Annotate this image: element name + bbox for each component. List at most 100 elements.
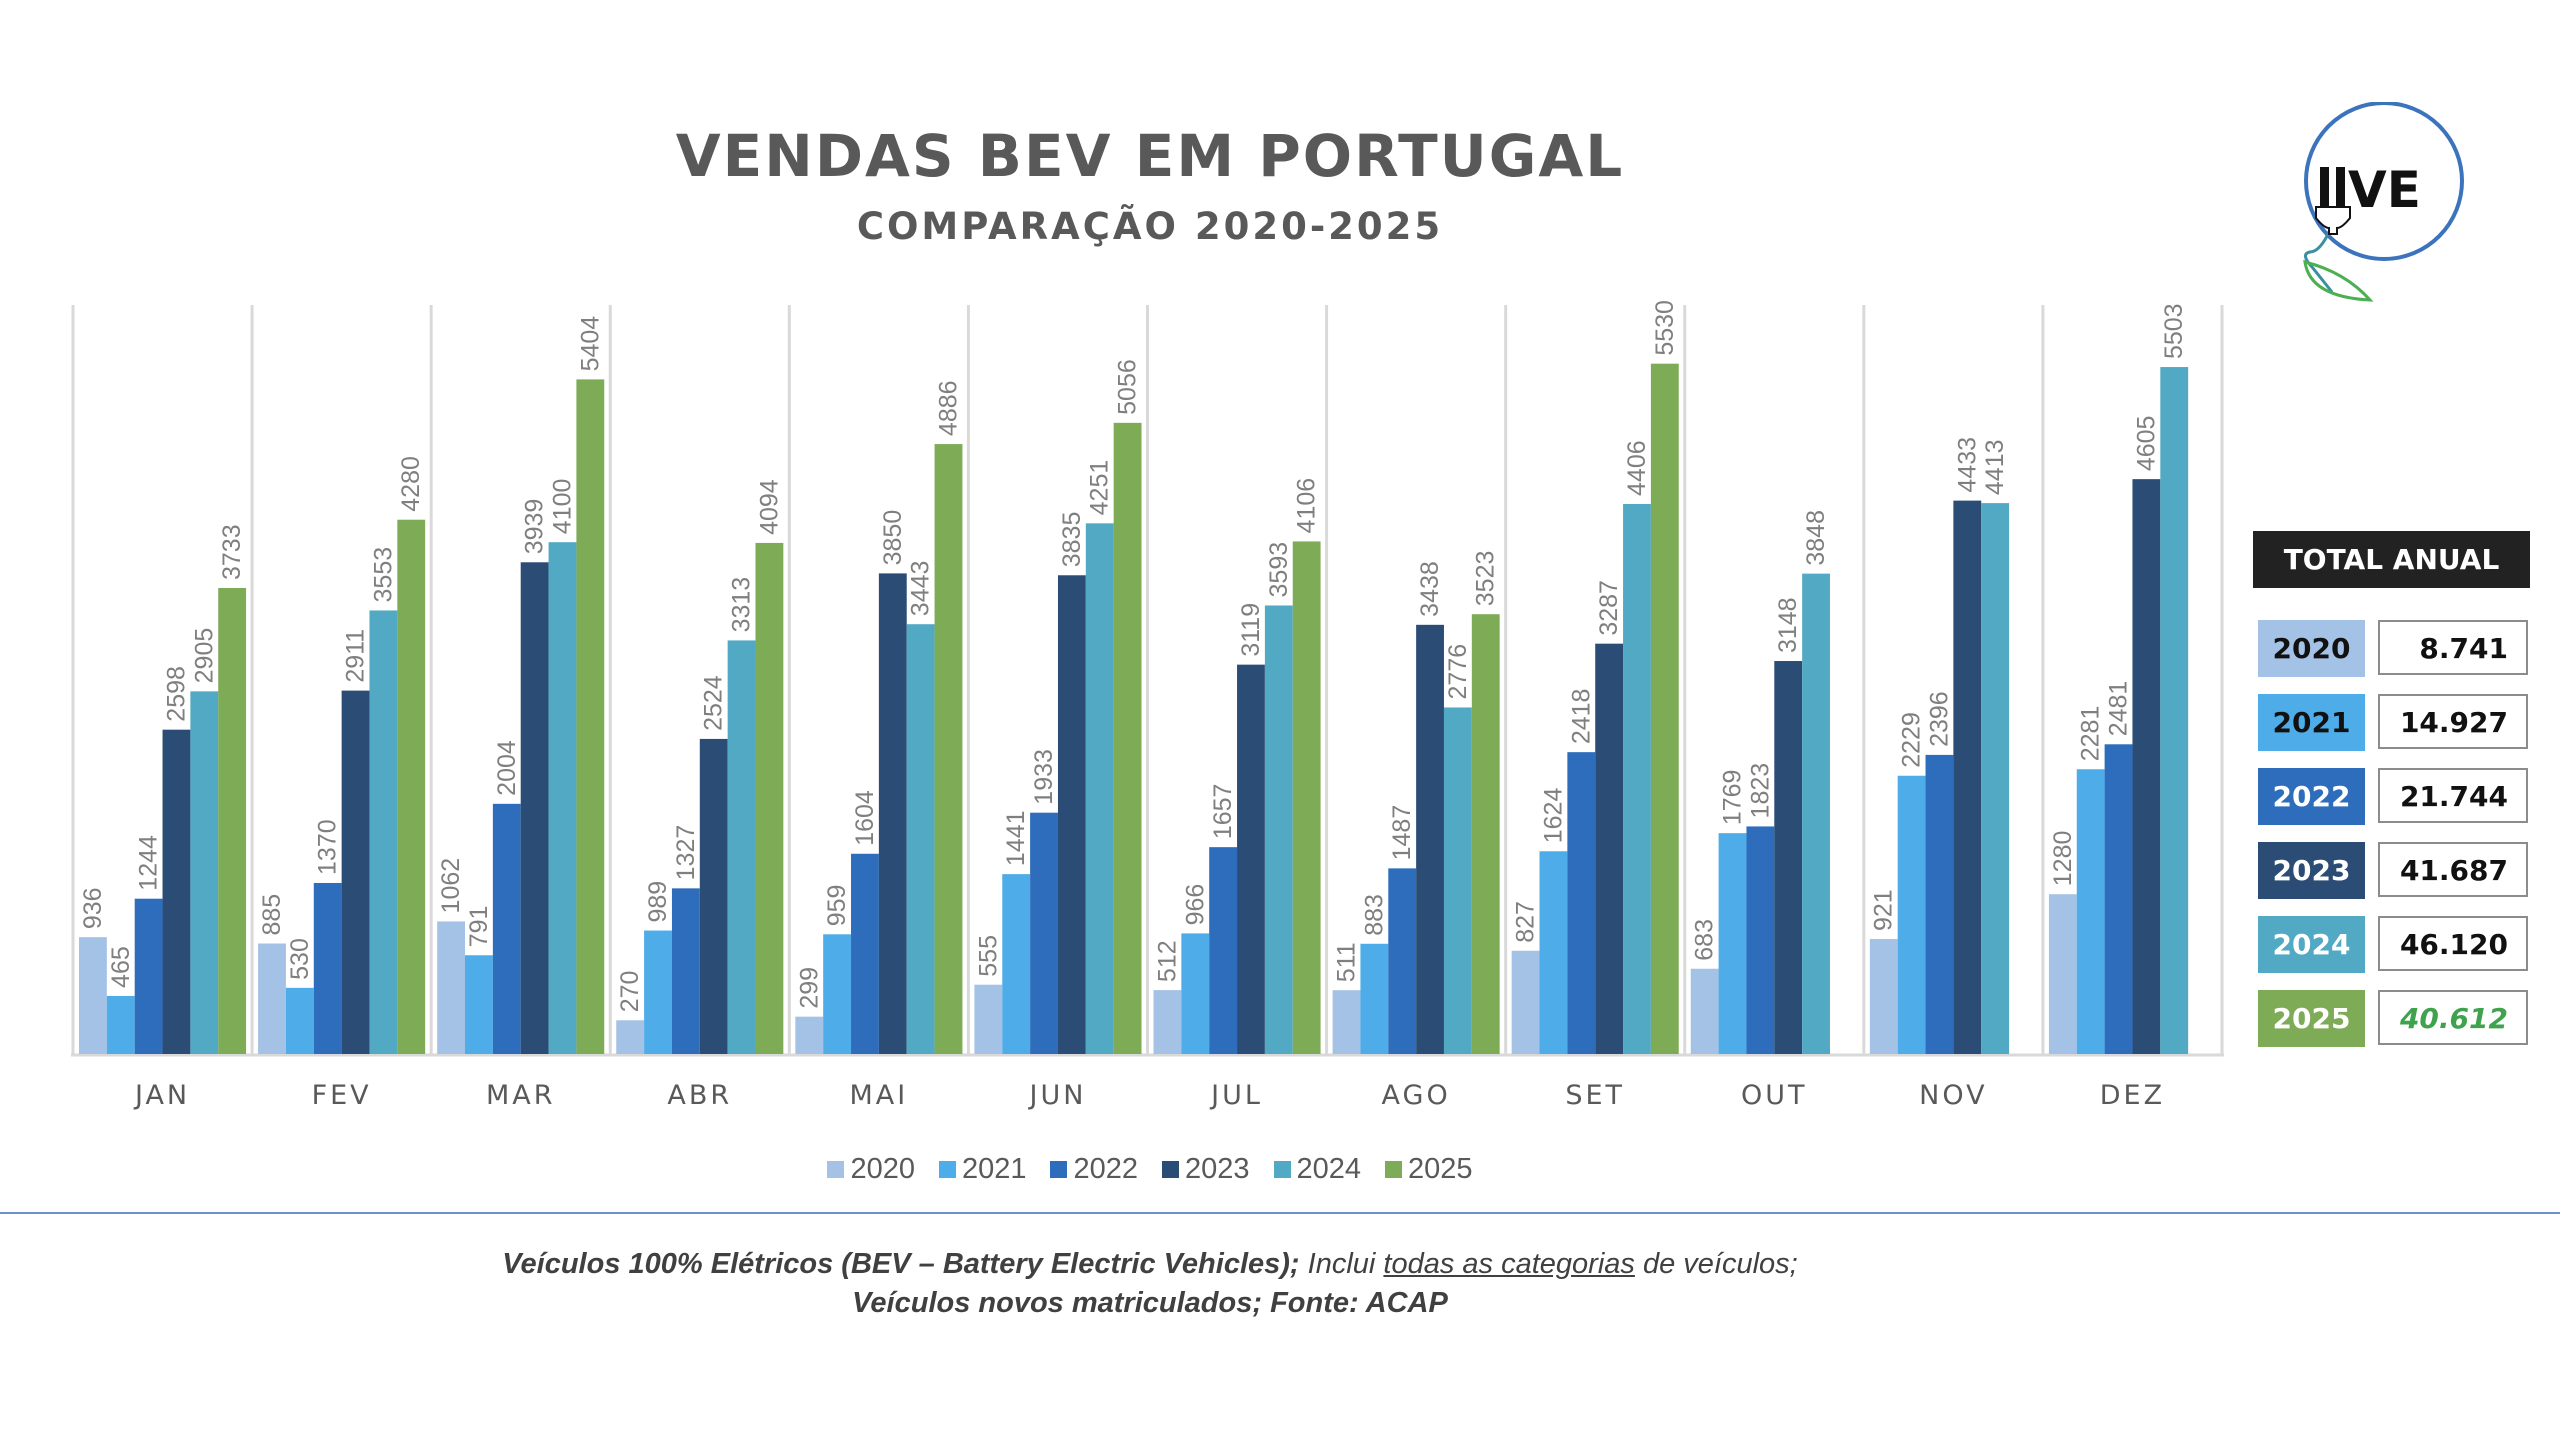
year-chip: 2020 — [2258, 620, 2365, 677]
bar-2021-fev — [285, 987, 314, 1054]
annual-total-value: 41.687 — [2378, 842, 2528, 897]
bar-2023-dez — [2132, 479, 2161, 1055]
bar-2024-mai — [906, 624, 935, 1054]
data-label: 1441 — [1002, 810, 1030, 866]
data-label: 270 — [616, 971, 644, 1013]
chart-legend: 2020 2021 2022 2023 2024 2025 — [0, 1153, 2300, 1186]
data-label: 3523 — [1472, 551, 1500, 607]
data-label: 4100 — [548, 479, 576, 535]
data-label: 4886 — [934, 380, 962, 436]
data-label: 555 — [974, 935, 1002, 977]
data-label: 1244 — [135, 835, 163, 891]
logo-ring-icon — [2304, 102, 2464, 261]
annual-total-value: 21.744 — [2378, 768, 2528, 823]
bar-2025-fev — [397, 519, 426, 1054]
data-label: 1823 — [1746, 763, 1774, 819]
bar-2022-abr — [671, 888, 700, 1054]
bar-2022-ago — [1388, 868, 1417, 1054]
bar-2025-jul — [1292, 541, 1321, 1054]
legend-swatch — [1273, 1161, 1291, 1178]
bar-2024-dez — [2160, 367, 2189, 1054]
x-tick-label: ABR — [667, 1080, 732, 1111]
totals-row-2021: 2021 14.927 — [2253, 678, 2530, 752]
data-label: 959 — [823, 885, 851, 927]
data-label: 936 — [79, 887, 107, 929]
bar-2021-abr — [644, 930, 672, 1054]
data-label: 3313 — [728, 577, 756, 633]
chart-subtitle: COMPARAÇÃO 2020-2025 — [856, 205, 1444, 248]
annual-total-value: 40.612 — [2378, 990, 2528, 1045]
data-label: 4251 — [1086, 460, 1114, 516]
footnote-source: Veículos novos matriculados; Fonte: ACAP — [852, 1287, 1448, 1319]
legend-item-2023: 2023 — [1162, 1153, 1250, 1186]
data-label: 3939 — [521, 499, 549, 555]
data-label: 4106 — [1293, 478, 1321, 534]
data-label: 1327 — [672, 825, 700, 881]
bar-2021-jul — [1181, 933, 1210, 1054]
data-label: 883 — [1360, 894, 1388, 936]
leaf-icon — [2303, 260, 2374, 302]
bar-2025-ago — [1471, 614, 1500, 1054]
bar-2023-mar — [520, 562, 549, 1054]
legend-label: 2020 — [850, 1153, 915, 1185]
bar-2025-mai — [934, 444, 963, 1054]
data-label: 5056 — [1114, 359, 1142, 415]
bar-2020-jan — [79, 937, 107, 1054]
bar-2021-ago — [1360, 943, 1389, 1054]
data-label: 2229 — [1898, 712, 1926, 768]
data-label: 4406 — [1623, 440, 1651, 496]
x-tick-label: FEV — [312, 1080, 372, 1111]
data-label: 683 — [1691, 919, 1719, 961]
year-chip: 2022 — [2258, 768, 2365, 825]
data-label: 530 — [286, 938, 314, 980]
bar-2024-mar — [548, 542, 577, 1054]
bar-2020-mai — [795, 1016, 824, 1054]
legend-label: 2023 — [1185, 1153, 1250, 1185]
data-label: 2004 — [493, 740, 521, 796]
bar-2023-fev — [341, 690, 370, 1054]
data-label: 4433 — [1953, 437, 1981, 493]
bar-2020-ago — [1332, 990, 1361, 1054]
data-label: 3287 — [1595, 580, 1623, 636]
bar-2022-fev — [313, 882, 342, 1054]
bar-2022-out — [1746, 826, 1775, 1054]
data-label: 3593 — [1265, 542, 1293, 598]
data-label: 1657 — [1209, 784, 1237, 840]
footnote-bev-definition: Veículos 100% Elétricos (BEV – Battery E… — [502, 1248, 1300, 1280]
logo-cable-icon — [2304, 229, 2334, 293]
bar-2021-dez — [2076, 769, 2105, 1054]
legend-label: 2022 — [1073, 1153, 1138, 1185]
bar-2024-jan — [190, 691, 219, 1054]
legend-label: 2021 — [961, 1153, 1027, 1185]
footer-divider — [0, 1212, 2560, 1214]
x-tick-label: JUN — [1027, 1080, 1086, 1111]
footnote-line-2: Veículos novos matriculados; Fonte: ACAP — [0, 1287, 2300, 1320]
data-label: 1487 — [1388, 805, 1416, 861]
data-label: 299 — [795, 967, 823, 1009]
legend-item-2025: 2025 — [1385, 1153, 1473, 1186]
bar-2020-dez — [2048, 894, 2077, 1054]
bar-2025-jan — [218, 587, 247, 1054]
legend-swatch — [938, 1161, 956, 1178]
bar-2020-nov — [1869, 939, 1898, 1054]
legend-label: 2025 — [1408, 1153, 1473, 1185]
data-label: 465 — [107, 946, 135, 988]
bar-2021-nov — [1897, 775, 1926, 1054]
data-label: 4413 — [1981, 439, 2009, 495]
bar-2021-out — [1718, 833, 1747, 1054]
legend-swatch — [1162, 1161, 1179, 1178]
data-label: 885 — [258, 894, 286, 936]
x-tick-label: MAR — [486, 1080, 556, 1111]
annual-total-value: 8.741 — [2378, 620, 2528, 675]
year-chip: 2024 — [2258, 916, 2365, 973]
data-label: 5404 — [576, 316, 604, 372]
data-label: 2905 — [190, 628, 218, 684]
bar-2023-jun — [1057, 575, 1086, 1054]
bar-2021-set — [1539, 851, 1568, 1054]
legend-item-2020: 2020 — [827, 1153, 915, 1186]
bar-2024-nov — [1981, 503, 2010, 1055]
legend-swatch — [1385, 1161, 1403, 1178]
data-label: 3835 — [1058, 512, 1086, 568]
bar-2020-mar — [437, 921, 466, 1054]
x-tick-label: JAN — [133, 1080, 190, 1111]
